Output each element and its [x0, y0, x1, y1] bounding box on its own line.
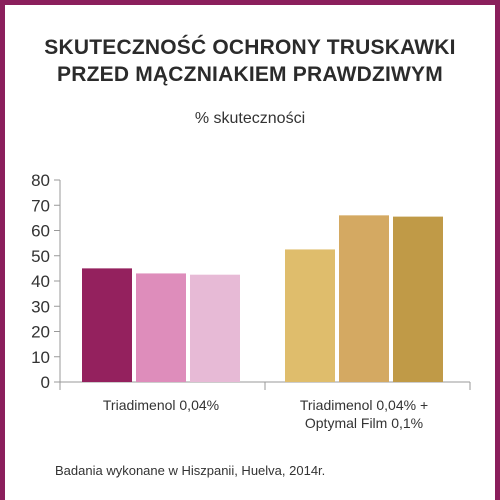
bar [393, 216, 443, 382]
chart-title-line-1: SKUTECZNOŚĆ OCHRONY TRUSKAWKI [44, 36, 456, 59]
bar [82, 268, 132, 382]
bar [339, 215, 389, 382]
frame-top [0, 0, 500, 5]
x-category-label: Optymal Film 0,1% [305, 415, 423, 431]
frame-left [0, 0, 5, 500]
frame-right [495, 0, 500, 500]
y-tick-label: 30 [31, 297, 50, 316]
x-category-label: Triadimenol 0,04% + [300, 397, 428, 413]
y-tick-label: 0 [41, 373, 50, 392]
y-tick-label: 40 [31, 272, 50, 291]
y-tick-label: 50 [31, 247, 50, 266]
bar [136, 273, 186, 382]
chart-title: SKUTECZNOŚĆ OCHRONY TRUSKAWKI PRZED MĄCZ… [20, 34, 480, 88]
y-tick-label: 20 [31, 323, 50, 342]
y-tick-label: 70 [31, 196, 50, 215]
y-tick-label: 60 [31, 222, 50, 241]
bar [285, 249, 335, 382]
footnote: Badania wykonane w Hiszpanii, Huelva, 20… [55, 463, 326, 478]
y-tick-label: 80 [31, 171, 50, 190]
y-tick-label: 10 [31, 348, 50, 367]
chart-subtitle: % skuteczności [194, 110, 306, 127]
chart-title-line-2: PRZED MĄCZNIAKIEM PRAWDZIWYM [57, 63, 443, 86]
bar [190, 274, 240, 382]
x-category-label: Triadimenol 0,04% [103, 397, 219, 413]
